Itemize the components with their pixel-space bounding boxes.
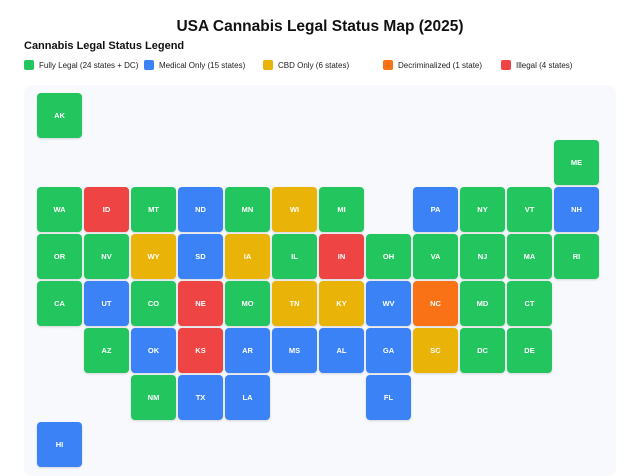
state-tile-me[interactable]: ME (554, 140, 599, 185)
state-tile-ct[interactable]: CT (507, 281, 552, 326)
state-tile-sd[interactable]: SD (178, 234, 223, 279)
state-tile-wi[interactable]: WI (272, 187, 317, 232)
state-tile-fl[interactable]: FL (366, 375, 411, 420)
state-tile-or[interactable]: OR (37, 234, 82, 279)
legend-swatch-legal (24, 60, 34, 70)
state-tile-de[interactable]: DE (507, 328, 552, 373)
state-tile-dc[interactable]: DC (460, 328, 505, 373)
legend-item-decrim: Decriminalized (1 state) (383, 60, 482, 70)
legend-label-illegal: Illegal (4 states) (516, 60, 573, 70)
state-tile-ne[interactable]: NE (178, 281, 223, 326)
state-tile-mo[interactable]: MO (225, 281, 270, 326)
state-tile-ca[interactable]: CA (37, 281, 82, 326)
state-tile-tn[interactable]: TN (272, 281, 317, 326)
legend-item-cbd: CBD Only (6 states) (263, 60, 349, 70)
state-tile-mn[interactable]: MN (225, 187, 270, 232)
legend: Fully Legal (24 states + DC) Medical Only… (24, 60, 624, 72)
state-tile-il[interactable]: IL (272, 234, 317, 279)
state-tile-ky[interactable]: KY (319, 281, 364, 326)
state-tile-wa[interactable]: WA (37, 187, 82, 232)
legend-item-illegal: Illegal (4 states) (501, 60, 572, 70)
state-tile-co[interactable]: CO (131, 281, 176, 326)
legend-item-medical: Medical Only (15 states) (144, 60, 245, 70)
legend-label-decrim: Decriminalized (1 state) (398, 60, 483, 70)
state-tile-ga[interactable]: GA (366, 328, 411, 373)
legend-item-legal: Fully Legal (24 states + DC) (24, 60, 138, 70)
state-tile-nv[interactable]: NV (84, 234, 129, 279)
state-tile-az[interactable]: AZ (84, 328, 129, 373)
state-tile-vt[interactable]: VT (507, 187, 552, 232)
legend-swatch-decrim (383, 60, 393, 70)
state-tile-ny[interactable]: NY (460, 187, 505, 232)
state-tile-ms[interactable]: MS (272, 328, 317, 373)
state-tile-ut[interactable]: UT (84, 281, 129, 326)
state-tile-ri[interactable]: RI (554, 234, 599, 279)
state-tile-id[interactable]: ID (84, 187, 129, 232)
state-tile-hi[interactable]: HI (37, 422, 82, 467)
legend-label-cbd: CBD Only (6 states) (278, 60, 350, 70)
state-tile-tx[interactable]: TX (178, 375, 223, 420)
legend-label-medical: Medical Only (15 states) (159, 60, 246, 70)
state-tile-ar[interactable]: AR (225, 328, 270, 373)
state-tile-ia[interactable]: IA (225, 234, 270, 279)
state-tile-wv[interactable]: WV (366, 281, 411, 326)
state-tile-ak[interactable]: AK (37, 93, 82, 138)
state-tile-nh[interactable]: NH (554, 187, 599, 232)
state-tile-va[interactable]: VA (413, 234, 458, 279)
state-tile-nd[interactable]: ND (178, 187, 223, 232)
state-tile-in[interactable]: IN (319, 234, 364, 279)
state-tile-mi[interactable]: MI (319, 187, 364, 232)
state-tile-sc[interactable]: SC (413, 328, 458, 373)
state-tile-oh[interactable]: OH (366, 234, 411, 279)
state-tile-ok[interactable]: OK (131, 328, 176, 373)
state-tile-map: AK ME WA ID MT ND MN WI MI PA NY VT NH OR NV WY SD IA IL IN… (24, 85, 616, 476)
state-tile-nm[interactable]: NM (131, 375, 176, 420)
legend-title: Cannabis Legal Status Legend (24, 40, 185, 52)
state-tile-al[interactable]: AL (319, 328, 364, 373)
state-tile-nj[interactable]: NJ (460, 234, 505, 279)
state-tile-mt[interactable]: MT (131, 187, 176, 232)
page-title: USA Cannabis Legal Status Map (2025) (176, 18, 464, 35)
state-tile-la[interactable]: LA (225, 375, 270, 420)
state-tile-pa[interactable]: PA (413, 187, 458, 232)
legend-swatch-medical (144, 60, 154, 70)
state-tile-nc[interactable]: NC (413, 281, 458, 326)
state-tile-ks[interactable]: KS (178, 328, 223, 373)
state-tile-wy[interactable]: WY (131, 234, 176, 279)
state-tile-md[interactable]: MD (460, 281, 505, 326)
state-tile-ma[interactable]: MA (507, 234, 552, 279)
legend-swatch-illegal (501, 60, 511, 70)
legend-swatch-cbd (263, 60, 273, 70)
legend-label-legal: Fully Legal (24 states + DC) (39, 60, 139, 70)
